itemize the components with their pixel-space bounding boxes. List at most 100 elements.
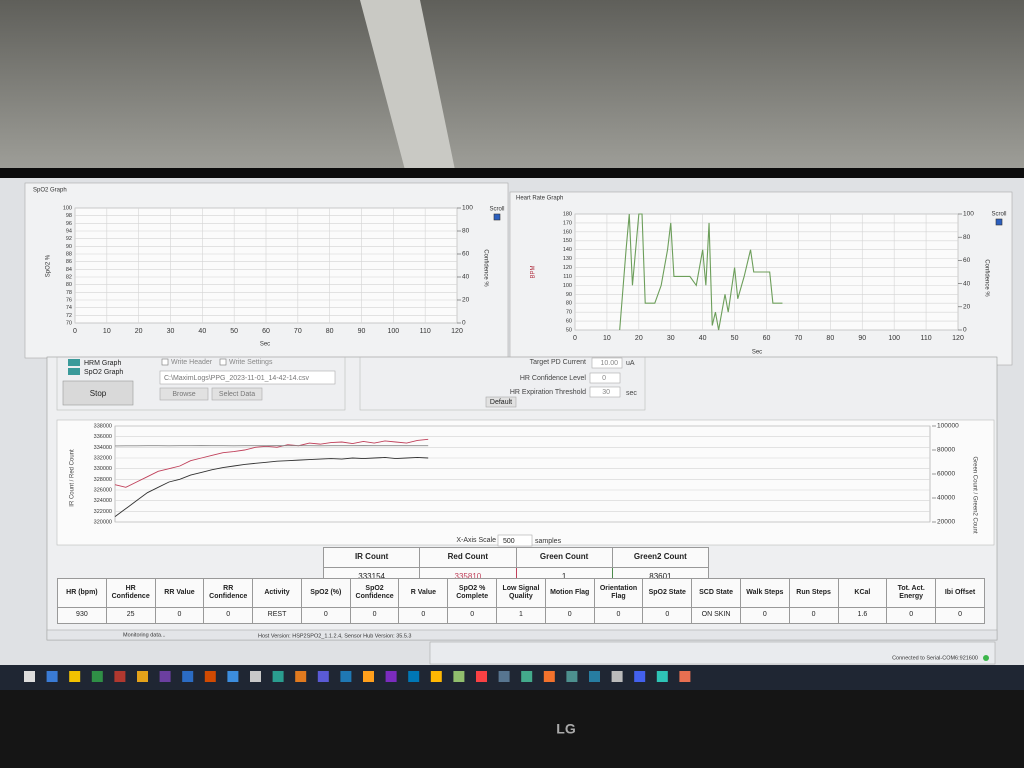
taskbar-icon[interactable]	[182, 671, 194, 682]
select-button[interactable]	[211, 387, 263, 401]
x-tick-label: 10	[603, 335, 611, 342]
cell: 1.6	[837, 606, 888, 624]
count-header: IR Count	[322, 547, 421, 568]
y2-tick-label: 80	[963, 234, 971, 241]
toggle[interactable]	[68, 368, 80, 375]
y-tick-label: 326000	[94, 487, 112, 493]
y-tick-label: 82	[66, 274, 72, 280]
taskbar-icon[interactable]	[476, 671, 487, 682]
taskbar-icon[interactable]	[611, 671, 623, 682]
cell: 0	[203, 606, 254, 624]
y-tick-label: 92	[66, 236, 72, 242]
taskbar-icon[interactable]	[69, 671, 81, 682]
taskbar-icon[interactable]	[250, 671, 261, 682]
y-tick-label: 324000	[94, 498, 112, 504]
y-tick-label: 336000	[94, 434, 112, 440]
cell: 930	[57, 606, 107, 624]
taskbar-icon[interactable]	[137, 671, 148, 682]
default-button[interactable]	[485, 396, 517, 408]
field-label: HR Confidence Level	[520, 375, 587, 382]
unit: uA	[626, 360, 635, 367]
y2-axis-label: Confidence %	[482, 249, 488, 287]
taskbar-icon[interactable]	[295, 671, 307, 682]
count-line	[114, 438, 429, 488]
taskbar-icon[interactable]	[114, 671, 126, 682]
y-tick-label: 90	[66, 244, 72, 250]
taskbar-icon[interactable]	[227, 671, 239, 682]
browse-button[interactable]	[159, 387, 209, 401]
toggle[interactable]	[68, 359, 80, 366]
y-tick-label: 60	[566, 319, 572, 325]
taskbar-icon[interactable]	[453, 671, 465, 682]
field[interactable]	[591, 357, 623, 369]
toggle-label: SpO2 Graph	[84, 369, 123, 376]
x-tick-label: 120	[952, 335, 964, 342]
taskbar-icon[interactable]	[340, 671, 352, 682]
field[interactable]	[589, 372, 621, 384]
taskbar-icon[interactable]	[91, 671, 103, 682]
dropdown[interactable]	[497, 534, 533, 547]
y-tick-label: 140	[563, 247, 572, 253]
column-header: RR Value	[154, 578, 205, 608]
y-tick-label: 180	[563, 211, 572, 217]
y-tick-label: 78	[66, 290, 72, 296]
cell: 0	[300, 606, 351, 624]
unit: samples	[535, 538, 562, 545]
count-line	[114, 457, 429, 518]
wall	[0, 0, 1024, 180]
taskbar-icon[interactable]	[430, 671, 442, 682]
column-header: Orientation Flag	[593, 578, 644, 608]
taskbar-icon[interactable]	[656, 671, 668, 682]
x-tick-label: 50	[731, 335, 739, 342]
x-tick-label: 70	[294, 328, 302, 335]
taskbar-icon[interactable]	[385, 671, 397, 682]
stop-button[interactable]	[62, 380, 134, 406]
scroll-checkbox[interactable]	[493, 213, 501, 221]
taskbar-icon[interactable]	[272, 671, 284, 682]
y2-tick-label: 20	[963, 304, 971, 311]
cell: 0	[447, 606, 498, 624]
y2-tick-label: 40	[462, 274, 470, 281]
y2-tick-label: 100	[462, 205, 473, 212]
y-tick-label: 90	[566, 292, 572, 298]
header-row: HR (bpm) HR Confidence RR Value RR Confiden…	[57, 578, 985, 608]
taskbar-icon[interactable]	[566, 671, 578, 682]
taskbar-icon[interactable]	[46, 671, 58, 682]
checkbox[interactable]	[219, 358, 227, 366]
taskbar-icon[interactable]	[317, 671, 329, 682]
plot-area	[114, 425, 931, 523]
taskbar-icon[interactable]	[159, 671, 171, 682]
cell: 0	[788, 606, 839, 624]
taskbar-icon[interactable]	[589, 671, 600, 682]
field-label: HR Expiration Threshold	[510, 389, 586, 396]
taskbar-icon[interactable]	[498, 671, 510, 682]
field-value: 500	[503, 538, 515, 545]
taskbar-icon[interactable]	[408, 671, 420, 682]
taskbar-icon[interactable]	[634, 671, 646, 682]
y-tick-label: 100	[63, 205, 72, 211]
field-value: 0	[602, 375, 606, 382]
taskbar-icon[interactable]	[679, 671, 691, 682]
taskbar-icon[interactable]	[24, 671, 35, 682]
field[interactable]	[589, 386, 621, 398]
value-row: 930 25 0 0 REST 0 0 0 0 1 0 0 0 ON SKIN 0 0 1.6 0 0	[57, 606, 985, 624]
column-header: Walk Steps	[739, 578, 790, 608]
x-tick-label: 30	[667, 335, 675, 342]
taskbar-icon[interactable]	[521, 671, 533, 682]
y2-tick-label: 60	[963, 257, 971, 264]
checkbox[interactable]	[161, 358, 169, 366]
button-label: Stop	[90, 389, 107, 398]
brand-logo: LG	[556, 721, 576, 737]
cell: 0	[398, 606, 449, 624]
x-tick-label: 70	[795, 335, 803, 342]
status-text: Monitoring data...	[123, 632, 166, 638]
cell: 0	[349, 606, 400, 624]
cell: 0	[886, 606, 937, 624]
y-tick-label: 120	[563, 265, 572, 271]
scroll-checkbox[interactable]	[995, 218, 1003, 226]
taskbar-icon[interactable]	[543, 671, 555, 682]
taskbar-icon[interactable]	[363, 671, 374, 682]
y2-tick-label: 60000	[937, 471, 955, 478]
cell: REST	[252, 606, 302, 624]
taskbar-icon[interactable]	[204, 671, 216, 682]
